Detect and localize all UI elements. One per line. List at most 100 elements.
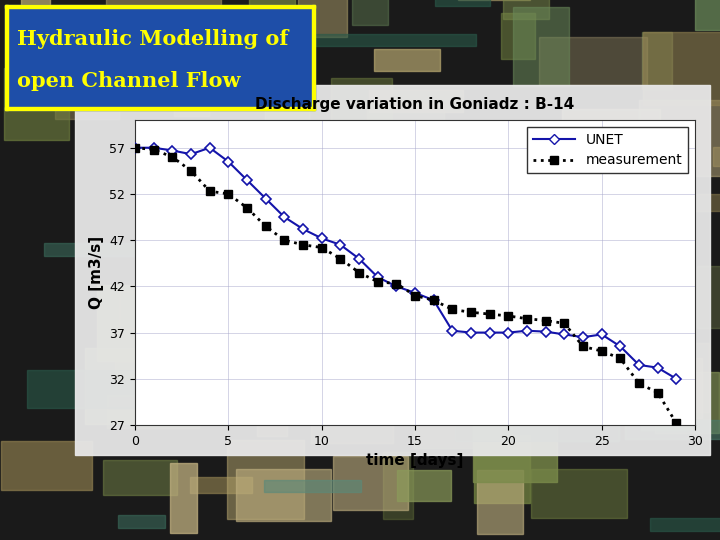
UNET bbox=[672, 375, 680, 382]
measurement bbox=[205, 188, 214, 194]
measurement bbox=[186, 167, 195, 174]
Bar bbox=[75, 85, 710, 455]
UNET bbox=[635, 362, 644, 368]
Bar bbox=[279, 35, 476, 46]
UNET bbox=[261, 195, 270, 202]
measurement bbox=[429, 297, 438, 303]
measurement bbox=[523, 315, 531, 322]
Bar bbox=[531, 469, 627, 517]
measurement bbox=[355, 269, 364, 276]
Bar bbox=[265, 87, 309, 123]
UNET bbox=[653, 364, 662, 371]
Bar bbox=[465, 311, 538, 331]
UNET bbox=[429, 297, 438, 303]
measurement bbox=[616, 355, 625, 362]
Bar bbox=[714, 147, 720, 166]
Bar bbox=[330, 78, 392, 152]
Bar bbox=[374, 49, 440, 71]
measurement bbox=[448, 306, 456, 313]
Bar bbox=[671, 358, 703, 419]
UNET bbox=[616, 343, 625, 350]
Bar bbox=[106, 0, 221, 15]
Bar bbox=[593, 141, 652, 211]
measurement bbox=[504, 313, 513, 319]
Bar bbox=[526, 235, 556, 257]
Bar bbox=[698, 266, 720, 328]
Bar bbox=[174, 47, 209, 116]
UNET bbox=[243, 177, 251, 183]
Bar bbox=[260, 265, 298, 314]
measurement bbox=[168, 154, 176, 160]
Bar bbox=[393, 268, 482, 297]
Bar bbox=[369, 90, 462, 112]
Bar bbox=[5, 5, 315, 8]
Bar bbox=[264, 480, 361, 492]
Bar bbox=[166, 220, 276, 244]
Bar bbox=[695, 0, 720, 30]
Bar bbox=[216, 210, 299, 268]
Bar bbox=[340, 316, 405, 391]
measurement bbox=[410, 292, 419, 299]
Bar bbox=[4, 68, 69, 140]
X-axis label: time [days]: time [days] bbox=[366, 453, 464, 468]
Bar bbox=[170, 463, 197, 534]
Bar bbox=[410, 323, 520, 341]
Bar bbox=[21, 0, 50, 8]
measurement bbox=[243, 205, 251, 211]
Bar bbox=[624, 420, 720, 439]
measurement bbox=[149, 146, 158, 153]
Bar bbox=[501, 13, 535, 59]
Bar bbox=[641, 380, 690, 430]
Bar bbox=[298, 0, 347, 37]
Bar bbox=[55, 57, 119, 119]
UNET bbox=[523, 327, 531, 334]
measurement bbox=[261, 223, 270, 230]
UNET bbox=[485, 329, 494, 336]
Bar bbox=[643, 32, 720, 105]
measurement bbox=[598, 348, 606, 354]
Bar bbox=[156, 208, 224, 236]
Bar bbox=[473, 407, 557, 482]
measurement bbox=[224, 191, 233, 197]
UNET bbox=[410, 289, 419, 296]
Bar bbox=[404, 145, 502, 191]
Title: Discharge variation in Goniadz : B-14: Discharge variation in Goniadz : B-14 bbox=[256, 97, 575, 112]
measurement bbox=[541, 318, 550, 324]
Bar bbox=[491, 262, 549, 312]
Bar bbox=[579, 301, 606, 334]
measurement bbox=[485, 311, 494, 318]
Bar bbox=[44, 242, 233, 256]
Bar bbox=[503, 0, 549, 19]
Y-axis label: Q [m3/s]: Q [m3/s] bbox=[89, 236, 104, 309]
Bar bbox=[119, 291, 233, 328]
Bar bbox=[5, 107, 315, 110]
UNET bbox=[448, 327, 456, 334]
Bar bbox=[231, 238, 346, 292]
Bar bbox=[643, 190, 667, 257]
Bar bbox=[27, 369, 140, 408]
measurement bbox=[579, 343, 588, 350]
Bar bbox=[249, 0, 295, 38]
Bar bbox=[600, 372, 686, 411]
UNET bbox=[336, 241, 345, 248]
Bar bbox=[539, 37, 647, 85]
Bar bbox=[276, 339, 403, 370]
Bar bbox=[477, 470, 523, 535]
Bar bbox=[350, 163, 444, 185]
Bar bbox=[115, 353, 225, 379]
Bar bbox=[227, 441, 304, 519]
Bar bbox=[278, 373, 315, 414]
measurement bbox=[560, 320, 569, 327]
UNET bbox=[598, 331, 606, 338]
measurement bbox=[318, 244, 326, 251]
UNET bbox=[168, 147, 176, 154]
Bar bbox=[343, 377, 464, 396]
UNET bbox=[131, 145, 140, 151]
Bar bbox=[397, 226, 465, 258]
Bar bbox=[390, 336, 454, 409]
Bar bbox=[343, 278, 448, 342]
UNET bbox=[579, 334, 588, 340]
UNET bbox=[318, 235, 326, 241]
Bar bbox=[118, 515, 165, 528]
Bar bbox=[456, 405, 619, 441]
